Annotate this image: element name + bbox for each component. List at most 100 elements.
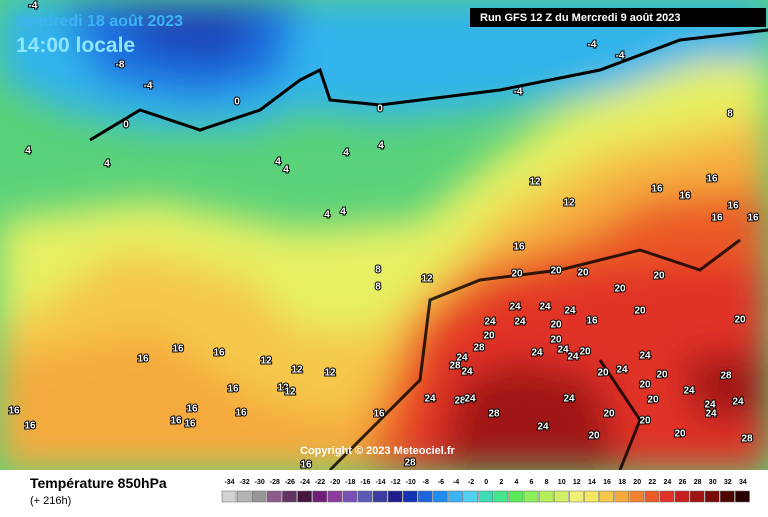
contour-label: 4: [25, 146, 31, 157]
contour-label: 0: [377, 104, 383, 115]
colorbar-swatch: [463, 490, 478, 503]
colorbar-tick-label: -34: [224, 479, 234, 486]
colorbar-swatch: [599, 490, 614, 503]
contour-label: 16: [137, 354, 149, 365]
contour-label: 12: [291, 365, 303, 376]
colorbar-swatch: [372, 490, 388, 503]
contour-label: 24: [639, 351, 651, 362]
contour-label: -4: [144, 81, 153, 92]
run-info: Run GFS 12 Z du Mercredi 9 août 2023: [480, 12, 681, 24]
colorbar-swatch: [629, 490, 645, 503]
colorbar-tick-label: 26: [679, 479, 687, 486]
contour-label: 16: [373, 409, 385, 420]
contour-label: 24: [567, 352, 579, 363]
copyright: Copyright © 2023 Meteociel.fr: [300, 445, 456, 457]
contour-label: 4: [343, 148, 349, 159]
colorbar-tick-label: 0: [484, 479, 488, 486]
contour-label: 20: [577, 268, 589, 279]
contour-label: 12: [277, 383, 289, 394]
forecast-date: Vendredi 18 août 2023: [15, 13, 183, 30]
contour-label: 24: [539, 302, 551, 313]
contour-label: 20: [550, 320, 562, 331]
contour-label: 4: [283, 165, 289, 176]
colorbar-swatch: [689, 490, 705, 503]
contour-label: 12: [529, 177, 541, 188]
contour-label: 16: [227, 384, 239, 395]
contour-label: 0: [234, 97, 240, 108]
contour-label: -8: [116, 60, 125, 71]
colorbar-tick-label: -28: [270, 479, 280, 486]
contour-label: 24: [732, 397, 744, 408]
colorbar-swatch: [448, 490, 463, 503]
colorbar-swatch: [493, 490, 509, 503]
contour-label: 8: [375, 282, 381, 293]
colorbar-swatch: [312, 490, 327, 503]
colorbar-tick-label: -6: [438, 479, 444, 486]
colorbar-swatch: [720, 490, 735, 503]
legend-title: Température 850hPa: [30, 475, 167, 491]
colorbar-swatch: [402, 490, 418, 503]
colorbar-tick-label: -24: [300, 479, 310, 486]
contour-label: 24: [456, 353, 468, 364]
colorbar-swatch: [523, 490, 539, 503]
colorbar-tick-label: -18: [345, 479, 355, 486]
colorbar-tick-label: 12: [573, 479, 581, 486]
colorbar-tick-label: 2: [499, 479, 503, 486]
contour-label: 16: [24, 421, 36, 432]
contour-label: 24: [509, 302, 521, 313]
colorbar-swatch: [644, 490, 660, 503]
contour-label: 28: [741, 434, 753, 445]
contour-label: 28: [449, 361, 461, 372]
colorbar-tick-label: 8: [545, 479, 549, 486]
colorbar-swatch: [614, 490, 629, 503]
colorbar-tick-label: 4: [514, 479, 518, 486]
colorbar-tick-label: 28: [694, 479, 702, 486]
colorbar-swatch: [387, 490, 403, 503]
colorbar-tick-label: 16: [603, 479, 611, 486]
colorbar-swatch: [342, 490, 358, 503]
contour-label: 20: [647, 395, 659, 406]
contour-label: 24: [464, 394, 476, 405]
contour-label: 16: [586, 316, 598, 327]
contour-label: 16: [679, 191, 691, 202]
contour-label: 24: [705, 409, 717, 420]
contour-label: 16: [213, 348, 225, 359]
colorbar-swatch: [236, 490, 252, 503]
contour-label: 28: [720, 371, 732, 382]
colorbar-swatch: [659, 490, 675, 503]
contour-label: 4: [340, 207, 346, 218]
contour-label: 24: [616, 365, 628, 376]
contour-label: 20: [639, 416, 651, 427]
colorbar-tick-label: -22: [315, 479, 325, 486]
contour-label: 16: [186, 404, 198, 415]
colorbar-swatch: [433, 490, 448, 503]
contour-label: 24: [557, 345, 569, 356]
contour-label: 16: [513, 242, 525, 253]
colorbar-tick-label: 34: [739, 479, 747, 486]
contour-label: 8: [375, 265, 381, 276]
colorbar-swatch: [704, 490, 720, 503]
colorbar-tick-label: -20: [330, 479, 340, 486]
colorbar-swatch: [282, 490, 297, 503]
contour-label: 20: [674, 429, 686, 440]
forecast-time: 14:00 locale: [16, 34, 135, 57]
colorbar-tick-label: -16: [360, 479, 370, 486]
colorbar-tick-label: -10: [406, 479, 416, 486]
colorbar-swatch: [327, 490, 343, 503]
colorbar-swatch: [221, 490, 237, 503]
colorbar-swatch: [553, 490, 569, 503]
colorbar-swatch: [584, 490, 599, 503]
colorbar-tick-label: -8: [423, 479, 429, 486]
colorbar-tick-label: 10: [558, 479, 566, 486]
contour-label: 24: [514, 317, 526, 328]
contour-label: -4: [588, 40, 597, 51]
contour-label: 24: [461, 367, 473, 378]
colorbar-tick-label: -30: [255, 479, 265, 486]
contour-label: 16: [172, 344, 184, 355]
contour-label: 20: [483, 331, 495, 342]
contour-label: -4: [29, 1, 38, 12]
colorbar-tick-label: 18: [618, 479, 626, 486]
colorbar-swatch: [251, 490, 267, 503]
colorbar-tick-label: -14: [375, 479, 385, 486]
colorbar-tick-label: -4: [453, 479, 459, 486]
